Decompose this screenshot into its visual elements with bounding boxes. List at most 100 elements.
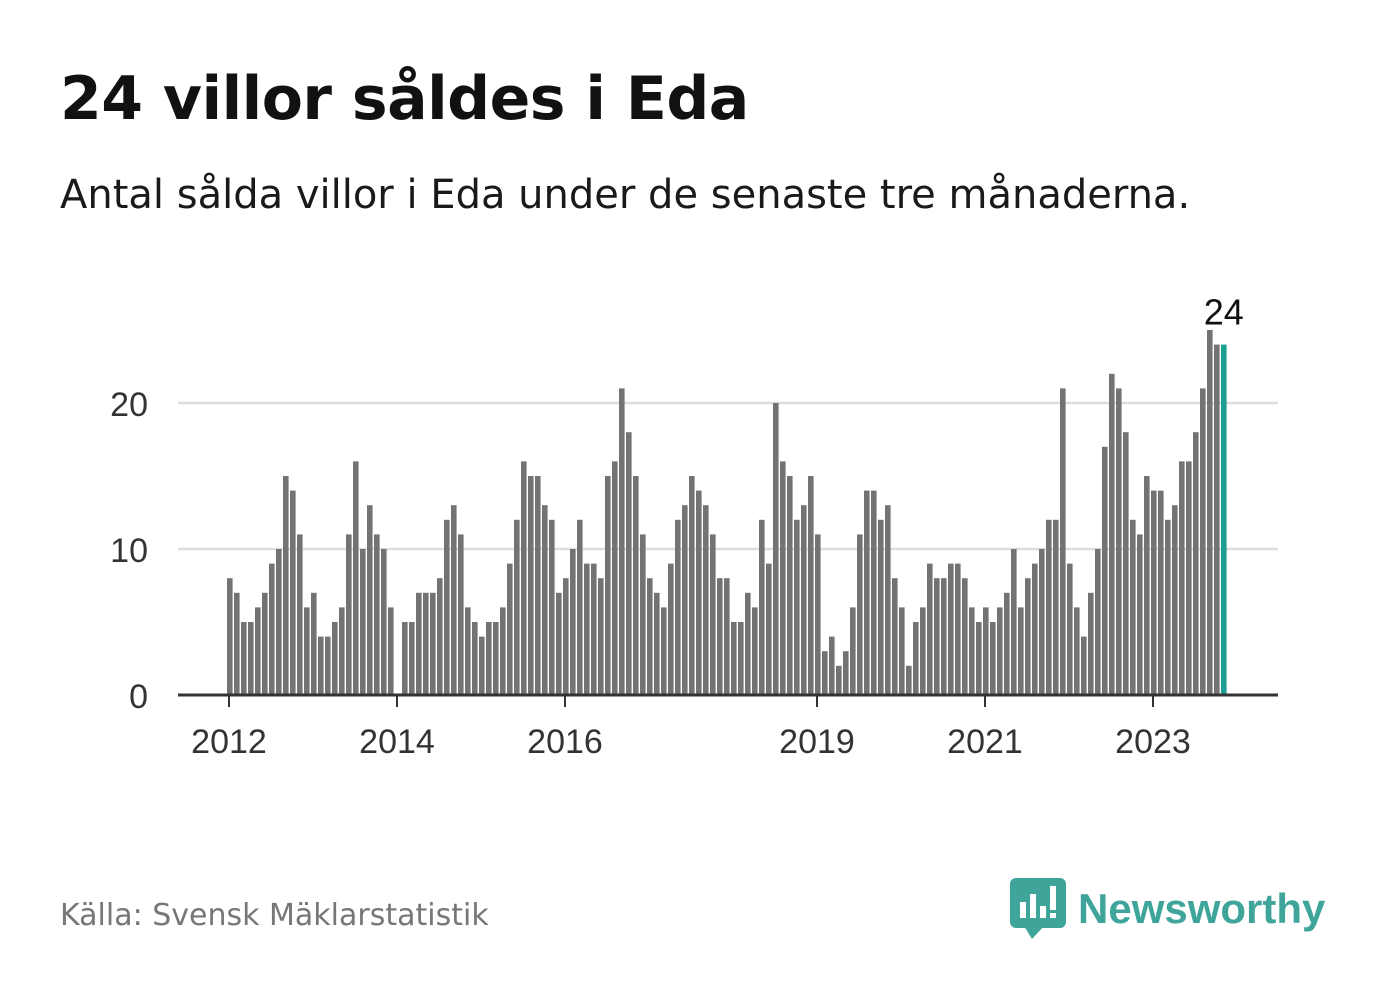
bar <box>276 549 282 695</box>
bar <box>1060 388 1066 695</box>
bar <box>1053 519 1059 695</box>
bar <box>458 534 464 695</box>
bar <box>703 505 709 695</box>
bar <box>479 636 485 695</box>
y-tick-label: 0 <box>129 678 148 716</box>
bar <box>633 476 639 695</box>
bar <box>815 534 821 695</box>
highlight-bar <box>1221 344 1227 695</box>
bar <box>794 519 800 695</box>
bar <box>570 549 576 695</box>
bar <box>899 607 905 695</box>
bar <box>374 534 380 695</box>
bar <box>822 651 828 695</box>
bar <box>381 549 387 695</box>
bar <box>759 519 765 695</box>
bar <box>1193 432 1199 695</box>
bar <box>297 534 303 695</box>
x-tick-label: 2023 <box>1115 723 1191 761</box>
bar <box>836 665 842 695</box>
bar <box>332 622 338 695</box>
bar <box>1004 592 1010 695</box>
bar <box>605 476 611 695</box>
bar <box>878 519 884 695</box>
bar <box>248 622 254 695</box>
bar <box>409 622 415 695</box>
bar <box>1102 446 1108 695</box>
bar <box>346 534 352 695</box>
bar <box>682 505 688 695</box>
bar <box>1109 373 1115 695</box>
bar <box>227 578 233 695</box>
bar <box>269 563 275 695</box>
bar <box>1214 344 1220 695</box>
bar <box>1088 592 1094 695</box>
bar <box>1200 388 1206 695</box>
bar <box>1123 432 1129 695</box>
bar <box>507 563 513 695</box>
bar <box>318 636 324 695</box>
bar <box>353 461 359 695</box>
bar <box>864 490 870 695</box>
bar <box>948 563 954 695</box>
bar <box>556 592 562 695</box>
bar <box>745 592 751 695</box>
bar <box>661 607 667 695</box>
bar <box>738 622 744 695</box>
bar <box>1165 519 1171 695</box>
newsworthy-logo: Newsworthy <box>1010 878 1325 940</box>
bar <box>619 388 625 695</box>
bar <box>955 563 961 695</box>
bar <box>871 490 877 695</box>
bar <box>717 578 723 695</box>
bar <box>1074 607 1080 695</box>
bar <box>311 592 317 695</box>
bar <box>892 578 898 695</box>
bar <box>500 607 506 695</box>
bar <box>934 578 940 695</box>
bar <box>1032 563 1038 695</box>
bar <box>731 622 737 695</box>
bar <box>927 563 933 695</box>
chart-title: 24 villor såldes i Eda <box>60 64 749 134</box>
bar <box>1095 549 1101 695</box>
bar <box>969 607 975 695</box>
bar <box>472 622 478 695</box>
bar <box>402 622 408 695</box>
bar <box>766 563 772 695</box>
bar <box>696 490 702 695</box>
bar <box>1067 563 1073 695</box>
bar <box>1039 549 1045 695</box>
bar <box>563 578 569 695</box>
bar <box>1158 490 1164 695</box>
x-tick-label: 2021 <box>947 723 1023 761</box>
bar <box>262 592 268 695</box>
bar <box>283 476 289 695</box>
bar <box>577 519 583 695</box>
bar <box>843 651 849 695</box>
bar <box>535 476 541 695</box>
bar <box>1207 330 1213 695</box>
bar <box>780 461 786 695</box>
bar <box>367 505 373 695</box>
bar <box>647 578 653 695</box>
bar <box>857 534 863 695</box>
bar <box>416 592 422 695</box>
bar <box>787 476 793 695</box>
bar <box>724 578 730 695</box>
bar <box>1172 505 1178 695</box>
bar <box>514 519 520 695</box>
bar <box>689 476 695 695</box>
data-label: 24 <box>1204 292 1244 333</box>
bar <box>1046 519 1052 695</box>
bar <box>808 476 814 695</box>
bar <box>1025 578 1031 695</box>
bar <box>983 607 989 695</box>
bar <box>1186 461 1192 695</box>
bar <box>850 607 856 695</box>
bar <box>591 563 597 695</box>
bar <box>976 622 982 695</box>
bar <box>626 432 632 695</box>
bar <box>752 607 758 695</box>
